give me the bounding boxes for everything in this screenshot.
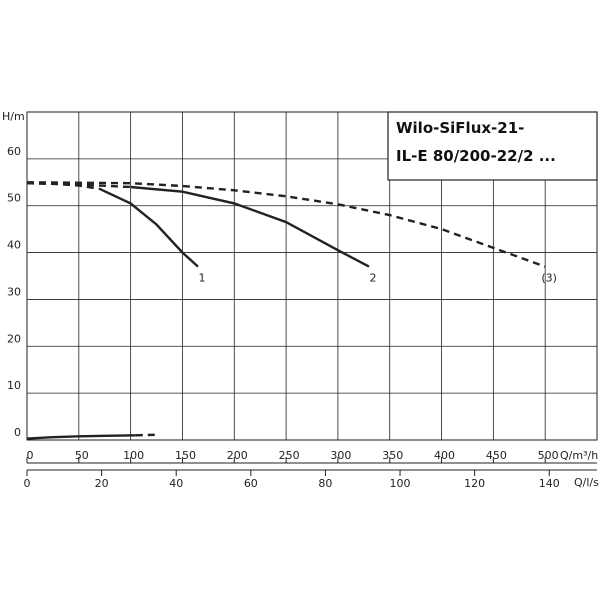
x2-tick-label: 20 <box>95 477 109 490</box>
chart-title: IL-E 80/200-22/2 ... <box>396 147 556 165</box>
curve <box>98 187 199 268</box>
x-tick-label: 150 <box>175 449 196 462</box>
x-tick-label: 250 <box>279 449 300 462</box>
x2-tick-label: 60 <box>244 477 258 490</box>
x-tick-label: 50 <box>75 449 89 462</box>
curve <box>26 182 131 189</box>
y-tick-label: 10 <box>7 379 21 392</box>
x2-tick-label: 120 <box>464 477 485 490</box>
chart-title: Wilo-SiFlux-21- <box>396 119 524 137</box>
x2-axis-label: Q/l/s <box>574 476 599 489</box>
x-tick-label: 300 <box>330 449 351 462</box>
x-tick-label: 0 <box>27 449 34 462</box>
x-tick-label: 450 <box>486 449 507 462</box>
y-axis-label: H/m <box>2 110 25 123</box>
x-axis-label: Q/m³/h <box>560 449 598 462</box>
curve <box>26 434 136 440</box>
curve-label: 1 <box>199 272 206 285</box>
y-tick-label: 50 <box>7 192 21 205</box>
curve <box>135 433 157 437</box>
curve <box>130 185 370 268</box>
curve-label: 2 <box>370 272 377 285</box>
y-tick-label: 0 <box>14 426 21 439</box>
x2-tick-label: 140 <box>539 477 560 490</box>
y-tick-label: 30 <box>7 285 21 298</box>
y-tick-label: 60 <box>7 145 21 158</box>
curve-label: (3) <box>541 272 557 285</box>
y-tick-label: 40 <box>7 239 21 252</box>
x2-tick-label: 100 <box>390 477 411 490</box>
y-tick-label: 20 <box>7 332 21 345</box>
x2-tick-label: 0 <box>24 477 31 490</box>
x2-tick-label: 80 <box>318 477 332 490</box>
legend-box <box>387 111 598 181</box>
x-tick-label: 350 <box>382 449 403 462</box>
x-tick-label: 500 <box>538 449 559 462</box>
x-tick-label: 100 <box>123 449 144 462</box>
curve <box>26 181 546 268</box>
x-tick-label: 200 <box>227 449 248 462</box>
x-tick-label: 400 <box>434 449 455 462</box>
x2-tick-label: 40 <box>169 477 183 490</box>
